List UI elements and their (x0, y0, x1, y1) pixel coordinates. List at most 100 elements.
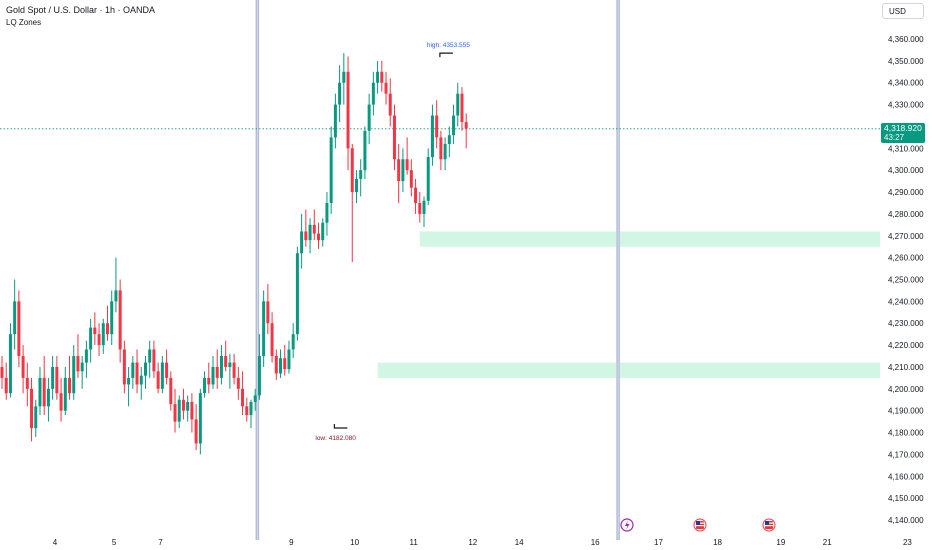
candle-body (165, 362, 169, 378)
y-tick-label: 4,350.000 (888, 57, 924, 66)
candle-body (363, 130, 367, 171)
high-marker (439, 52, 453, 58)
candle-body (443, 143, 447, 160)
candle-body (181, 399, 185, 411)
candle-body (156, 371, 160, 389)
candle-body (173, 404, 177, 422)
lightning-event-icon[interactable] (620, 518, 634, 532)
candle-body (329, 137, 333, 203)
x-tick-label: 7 (158, 538, 163, 547)
candle-body (51, 366, 55, 389)
y-tick-label: 4,360.000 (888, 35, 924, 44)
candle-body (89, 327, 93, 350)
candle-body (397, 159, 401, 182)
candle-body (312, 224, 316, 234)
candle-body (38, 377, 42, 407)
candle-body (274, 356, 278, 374)
candle-body (135, 362, 139, 385)
candle-body (456, 93, 460, 116)
y-tick-label: 4,260.000 (888, 254, 924, 263)
candle-body (194, 419, 198, 444)
candle-body (25, 377, 29, 389)
y-tick-label: 4,170.000 (888, 450, 924, 459)
candle-body (127, 377, 131, 385)
candle-body (34, 406, 38, 429)
x-tick-label: 19 (776, 538, 785, 547)
y-tick-label: 4,330.000 (888, 101, 924, 110)
candle-body (426, 157, 430, 201)
candle-body (114, 290, 118, 302)
flag-canton (765, 521, 769, 525)
candle-body (401, 159, 405, 182)
us-flag-icon[interactable] (762, 518, 776, 532)
y-tick-label: 4,240.000 (888, 297, 924, 306)
candle-body (380, 71, 384, 83)
bar-countdown: 43:27 (884, 133, 905, 142)
y-tick-label: 4,280.000 (888, 210, 924, 219)
candle-body (392, 115, 396, 160)
price-axis[interactable]: 4,140.000 4,150.000 4,160.000 4,170.000 4,18… (888, 35, 924, 525)
candle-body (13, 301, 17, 335)
flag-stripe (696, 525, 704, 527)
candle-body (21, 356, 25, 378)
candle-body (236, 377, 240, 389)
x-tick-label: 12 (468, 538, 477, 547)
event-markers[interactable] (620, 518, 776, 532)
candle-body (106, 323, 109, 335)
y-tick-label: 4,200.000 (888, 385, 924, 394)
candle-body (253, 395, 257, 402)
candle-body (346, 71, 350, 149)
lightning-glyph (625, 520, 630, 530)
x-tick-label: 10 (350, 538, 359, 547)
candle-body (207, 377, 211, 385)
candle-body (118, 290, 122, 350)
indicator-label[interactable]: LQ Zones (6, 18, 42, 27)
currency-button[interactable]: USD (882, 3, 924, 19)
symbol-title[interactable]: Gold Spot / U.S. Dollar · 1h · OANDA (6, 5, 156, 15)
candle-body (160, 362, 164, 389)
candle-body (447, 135, 451, 144)
candle-body (418, 202, 422, 214)
last-price-tag: 4,318.920 43:27 (881, 123, 925, 143)
candle-body (148, 349, 152, 363)
candle-body (376, 71, 380, 83)
candle-body (224, 356, 228, 367)
candle-body (291, 334, 295, 350)
time-axis[interactable]: 4 5 7 9 10 11 12 14 16 17 18 19 21 23 (53, 538, 913, 547)
flag-canton (696, 521, 700, 525)
y-tick-label: 4,190.000 (888, 407, 924, 416)
candlesticks (0, 53, 468, 455)
candle-body (143, 362, 147, 376)
candle-body (110, 301, 114, 335)
y-tick-label: 4,310.000 (888, 144, 924, 153)
us-flag-icon[interactable] (693, 518, 707, 532)
candle-body (367, 104, 371, 131)
candle-body (371, 82, 375, 105)
candle-body (198, 393, 202, 444)
candle-body (211, 366, 215, 385)
candle-body (422, 200, 426, 214)
candle-body (295, 253, 299, 335)
candle-body (304, 231, 308, 241)
x-tick-label: 11 (410, 538, 419, 547)
candle-body (245, 406, 249, 416)
low-label: low: 4182.080 (315, 435, 356, 442)
candle-body (405, 159, 409, 171)
candle-body (80, 362, 84, 372)
liquidity-zone (377, 362, 880, 378)
candle-body (333, 104, 337, 138)
liquidity-zone (419, 231, 880, 247)
x-tick-label: 18 (713, 538, 722, 547)
candle-body (430, 115, 434, 158)
candle-body (30, 388, 34, 429)
candle-body (409, 170, 413, 188)
y-tick-label: 4,220.000 (888, 341, 924, 350)
candle-body (435, 115, 439, 138)
candle-body (300, 231, 304, 254)
flag-stripe (765, 525, 773, 527)
candle-body (84, 349, 88, 363)
candle-body (350, 148, 354, 193)
candle-body (177, 399, 181, 422)
candle-body (139, 375, 143, 385)
